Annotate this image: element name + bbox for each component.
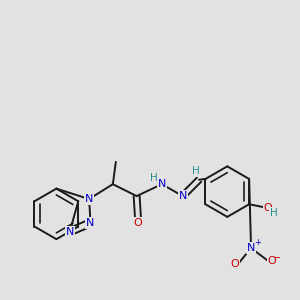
Text: H: H	[192, 166, 200, 176]
Text: N: N	[86, 218, 95, 228]
Text: O: O	[134, 218, 142, 228]
Text: N: N	[247, 243, 255, 253]
Text: −: −	[273, 254, 281, 263]
Text: O: O	[230, 260, 239, 269]
Text: N: N	[158, 179, 166, 189]
Text: H: H	[270, 208, 278, 218]
Text: N: N	[85, 194, 93, 204]
Text: H: H	[150, 172, 158, 183]
Text: O: O	[263, 203, 272, 213]
Text: N: N	[66, 227, 74, 237]
Text: O: O	[268, 256, 276, 266]
Text: N: N	[178, 191, 187, 201]
Text: +: +	[254, 238, 261, 247]
